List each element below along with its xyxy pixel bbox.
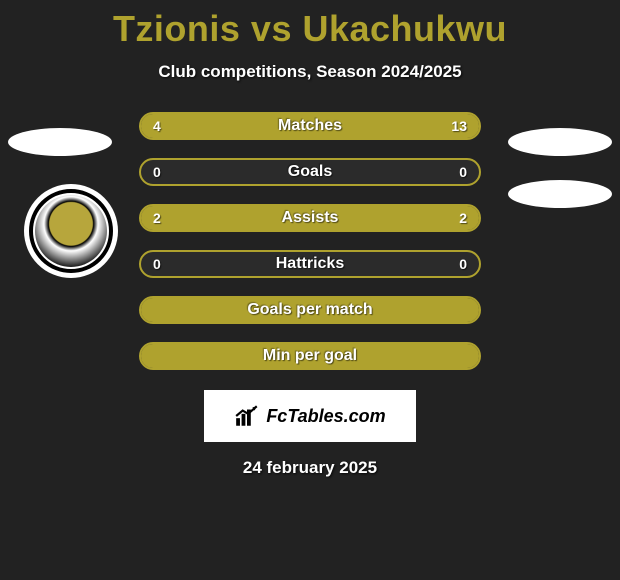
watermark-text: FcTables.com (266, 406, 385, 427)
stat-label: Min per goal (141, 344, 479, 368)
footer-date: 24 february 2025 (0, 458, 620, 478)
stat-value-right: 0 (459, 252, 467, 276)
player-left-logo (8, 128, 112, 156)
stat-value-right: 0 (459, 160, 467, 184)
stat-label: Hattricks (141, 252, 479, 276)
stat-row-hattricks: 0 Hattricks 0 (139, 250, 481, 278)
club-badge (24, 184, 118, 278)
stats-container: 4 Matches 13 0 Goals 0 2 Assists 2 0 Hat… (139, 112, 481, 370)
stat-label: Goals per match (141, 298, 479, 322)
stat-row-assists: 2 Assists 2 (139, 204, 481, 232)
page-subtitle: Club competitions, Season 2024/2025 (0, 62, 620, 82)
player-right-logo (508, 128, 612, 156)
watermark[interactable]: FcTables.com (204, 390, 416, 442)
page-title: Tzionis vs Ukachukwu (0, 8, 620, 50)
stat-row-goals: 0 Goals 0 (139, 158, 481, 186)
stat-row-min-per-goal: Min per goal (139, 342, 481, 370)
chart-icon (234, 403, 260, 429)
stat-label: Matches (141, 114, 479, 138)
stat-row-matches: 4 Matches 13 (139, 112, 481, 140)
player-right-logo-2 (508, 180, 612, 208)
stat-row-goals-per-match: Goals per match (139, 296, 481, 324)
stat-value-right: 13 (451, 114, 467, 138)
stat-label: Goals (141, 160, 479, 184)
stat-value-right: 2 (459, 206, 467, 230)
stat-label: Assists (141, 206, 479, 230)
